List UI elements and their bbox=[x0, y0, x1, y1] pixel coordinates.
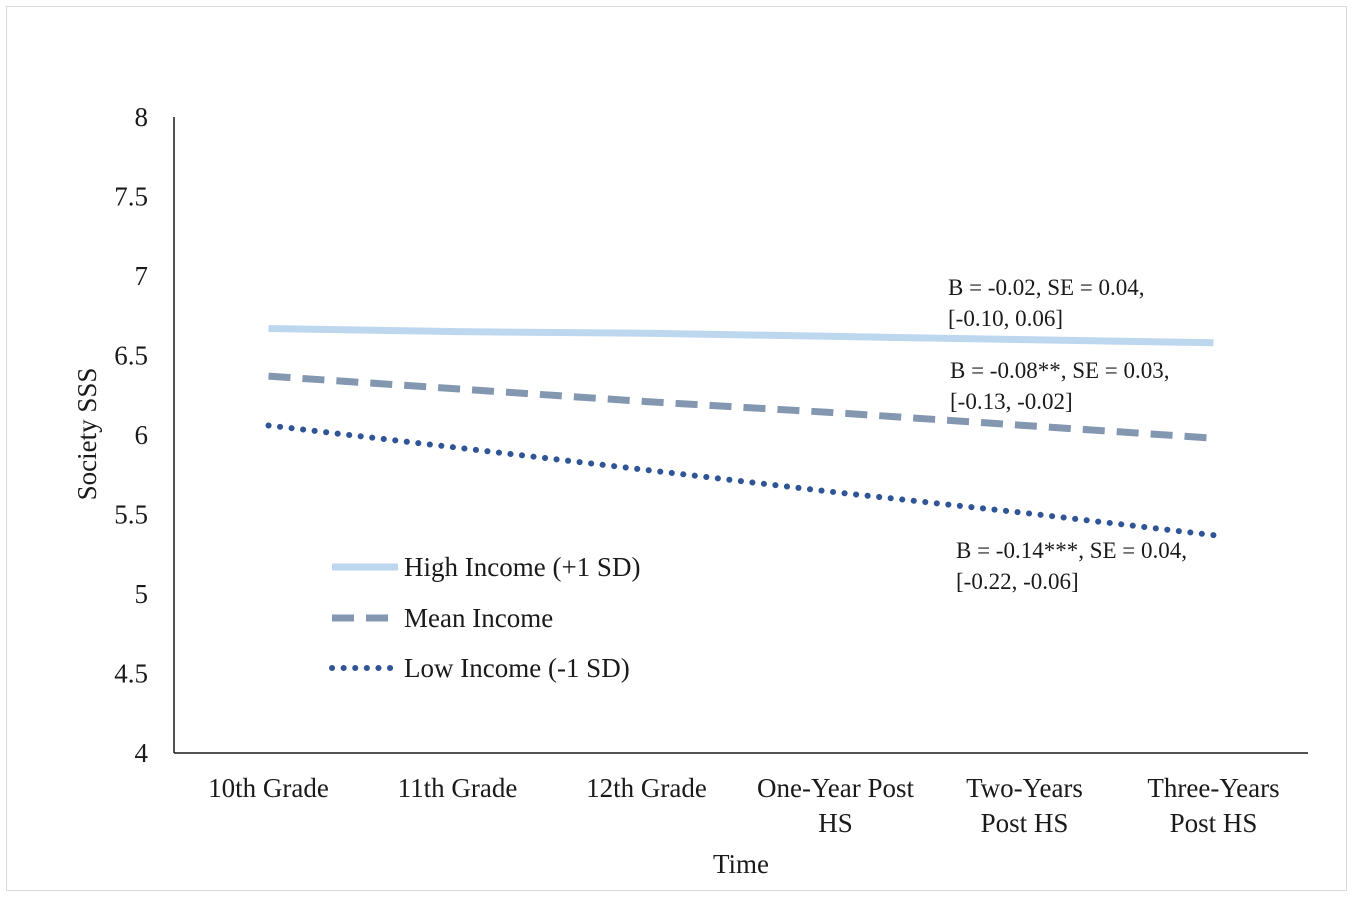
x-axis-label: Time bbox=[713, 849, 769, 879]
legend-label-2: Low Income (-1 SD) bbox=[404, 653, 630, 683]
annotation-line: B = -0.08**, SE = 0.03, bbox=[950, 358, 1170, 383]
annotation-line: [-0.22, -0.06] bbox=[956, 569, 1079, 594]
axes bbox=[173, 117, 1308, 754]
chart-frame bbox=[6, 6, 1347, 891]
series-line-0 bbox=[268, 324, 1214, 347]
x-tick-label-line: 12th Grade bbox=[586, 773, 707, 803]
x-tick-labels: 10th Grade 11th Grade 12th Grade One-Year P… bbox=[208, 773, 1279, 838]
x-tick-label: Three-Years Post HS bbox=[1147, 773, 1279, 838]
x-tick-label: Two-Years Post HS bbox=[966, 773, 1083, 838]
y-tick-label: 4.5 bbox=[114, 659, 148, 689]
y-tick-label: 6 bbox=[135, 420, 149, 450]
annotation-2: B = -0.14***, SE = 0.04, [-0.22, -0.06] bbox=[956, 538, 1187, 594]
x-tick-label-line: HS bbox=[818, 808, 853, 838]
series-lines bbox=[265, 324, 1217, 539]
x-tick-label-line: Post HS bbox=[981, 808, 1069, 838]
annotation-line: B = -0.02, SE = 0.04, bbox=[948, 275, 1145, 300]
y-tick-label: 5 bbox=[135, 579, 149, 609]
legend-label-0: High Income (+1 SD) bbox=[404, 552, 640, 582]
x-tick-label-line: Two-Years bbox=[966, 773, 1083, 803]
annotation-0: B = -0.02, SE = 0.04, [-0.10, 0.06] bbox=[948, 275, 1145, 331]
y-tick-label: 5.5 bbox=[114, 500, 148, 530]
x-tick-label: One-Year Post HS bbox=[757, 773, 915, 838]
legend: High Income (+1 SD) Mean Income Low Income… bbox=[329, 552, 640, 683]
annotation-line: [-0.13, -0.02] bbox=[950, 389, 1073, 414]
x-tick-label: 11th Grade bbox=[398, 773, 518, 803]
x-tick-label-line: Three-Years bbox=[1147, 773, 1279, 803]
annotation-1: B = -0.08**, SE = 0.03, [-0.13, -0.02] bbox=[950, 358, 1170, 414]
x-tick-label-line: 11th Grade bbox=[398, 773, 518, 803]
y-tick-label: 7 bbox=[135, 261, 149, 291]
annotations: B = -0.02, SE = 0.04, [-0.10, 0.06]B = -0… bbox=[948, 275, 1187, 594]
y-tick-label: 4 bbox=[135, 738, 149, 768]
x-tick-label-line: One-Year Post bbox=[757, 773, 915, 803]
x-tick-label: 12th Grade bbox=[586, 773, 707, 803]
annotation-line: [-0.10, 0.06] bbox=[948, 306, 1063, 331]
y-tick-label: 8 bbox=[135, 102, 149, 132]
series-line-2 bbox=[265, 422, 1217, 539]
y-axis-label: Society SSS bbox=[72, 368, 102, 501]
x-tick-label: 10th Grade bbox=[208, 773, 329, 803]
x-tick-label-line: 10th Grade bbox=[208, 773, 329, 803]
x-tick-label-line: Post HS bbox=[1170, 808, 1258, 838]
y-tick-label: 6.5 bbox=[114, 341, 148, 371]
y-tick-labels: 4 4.5 5 5.5 6 6.5 7 7.5 8 bbox=[114, 102, 148, 768]
series-line-1 bbox=[268, 372, 1214, 442]
annotation-line: B = -0.14***, SE = 0.04, bbox=[956, 538, 1187, 563]
y-tick-label: 7.5 bbox=[114, 182, 148, 212]
legend-label-1: Mean Income bbox=[404, 603, 553, 633]
